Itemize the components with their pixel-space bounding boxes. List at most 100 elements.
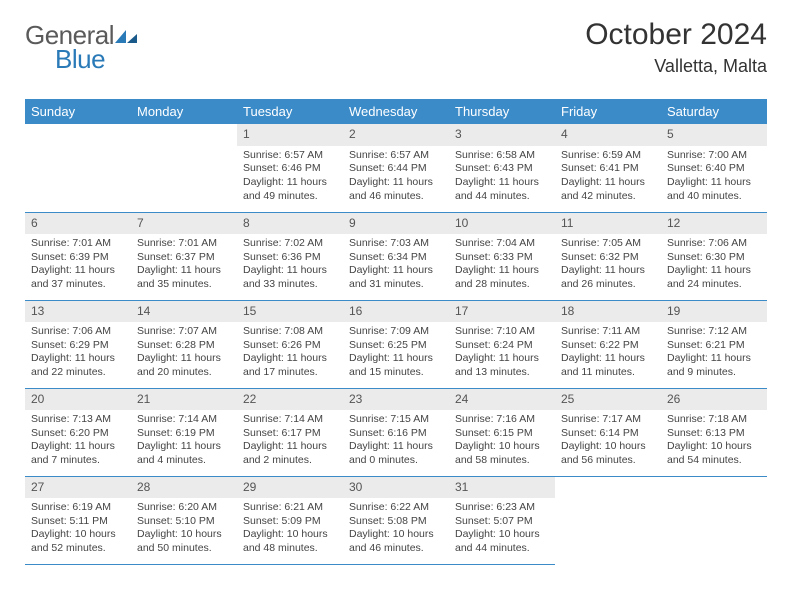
sunrise-line: Sunrise: 7:18 AM: [667, 413, 761, 427]
calendar-cell-empty: [131, 124, 237, 212]
daylight-line-2: and 46 minutes.: [349, 542, 443, 556]
sunset-line: Sunset: 6:32 PM: [561, 251, 655, 265]
sunset-line: Sunset: 6:41 PM: [561, 162, 655, 176]
day-details: Sunrise: 7:18 AMSunset: 6:13 PMDaylight:…: [661, 410, 767, 472]
calendar-cell: 23Sunrise: 7:15 AMSunset: 6:16 PMDayligh…: [343, 388, 449, 476]
sunrise-line: Sunrise: 7:16 AM: [455, 413, 549, 427]
daylight-line-2: and 13 minutes.: [455, 366, 549, 380]
daylight-line-2: and 11 minutes.: [561, 366, 655, 380]
day-number: 24: [449, 389, 555, 411]
daylight-line-2: and 37 minutes.: [31, 278, 125, 292]
daylight-line-2: and 46 minutes.: [349, 190, 443, 204]
sunrise-line: Sunrise: 7:17 AM: [561, 413, 655, 427]
day-number: 12: [661, 213, 767, 235]
day-details: Sunrise: 7:16 AMSunset: 6:15 PMDaylight:…: [449, 410, 555, 472]
day-details: Sunrise: 6:57 AMSunset: 6:44 PMDaylight:…: [343, 146, 449, 208]
daylight-line-1: Daylight: 11 hours: [243, 352, 337, 366]
sunrise-line: Sunrise: 6:23 AM: [455, 501, 549, 515]
daylight-line-1: Daylight: 10 hours: [243, 528, 337, 542]
sunrise-line: Sunrise: 7:08 AM: [243, 325, 337, 339]
day-number: 29: [237, 477, 343, 499]
calendar-cell-empty: [25, 124, 131, 212]
day-number: 18: [555, 301, 661, 323]
sunrise-line: Sunrise: 6:19 AM: [31, 501, 125, 515]
day-details: Sunrise: 7:00 AMSunset: 6:40 PMDaylight:…: [661, 146, 767, 208]
day-details: Sunrise: 7:15 AMSunset: 6:16 PMDaylight:…: [343, 410, 449, 472]
location-label: Valletta, Malta: [585, 56, 767, 77]
day-number: 16: [343, 301, 449, 323]
day-number: 21: [131, 389, 237, 411]
sunrise-line: Sunrise: 6:21 AM: [243, 501, 337, 515]
day-number: 23: [343, 389, 449, 411]
daylight-line-2: and 35 minutes.: [137, 278, 231, 292]
daylight-line-1: Daylight: 11 hours: [561, 176, 655, 190]
calendar-cell: 16Sunrise: 7:09 AMSunset: 6:25 PMDayligh…: [343, 300, 449, 388]
day-details: Sunrise: 7:09 AMSunset: 6:25 PMDaylight:…: [343, 322, 449, 384]
daylight-line-2: and 58 minutes.: [455, 454, 549, 468]
calendar-cell: 31Sunrise: 6:23 AMSunset: 5:07 PMDayligh…: [449, 476, 555, 564]
day-details: Sunrise: 6:58 AMSunset: 6:43 PMDaylight:…: [449, 146, 555, 208]
daylight-line-1: Daylight: 11 hours: [349, 440, 443, 454]
day-number: 22: [237, 389, 343, 411]
sunset-line: Sunset: 6:37 PM: [137, 251, 231, 265]
sunset-line: Sunset: 6:20 PM: [31, 427, 125, 441]
sunrise-line: Sunrise: 7:06 AM: [31, 325, 125, 339]
calendar-row: 27 Sunrise: 6:19 AMSunset: 5:11 PM Dayligh…: [25, 476, 767, 564]
day-details: Sunrise: 7:06 AMSunset: 6:29 PMDaylight:…: [25, 322, 131, 384]
calendar-cell: 29 Sunrise: 6:21 AMSunset: 5:09 PMDayligh…: [237, 476, 343, 564]
daylight-line-2: and 42 minutes.: [561, 190, 655, 204]
sunrise-line: Sunrise: 7:03 AM: [349, 237, 443, 251]
sunrise-line: Sunrise: 6:57 AM: [243, 149, 337, 163]
sunrise-line: Sunrise: 7:13 AM: [31, 413, 125, 427]
daylight-line-1: Daylight: 11 hours: [667, 352, 761, 366]
daylight-line-2: and 26 minutes.: [561, 278, 655, 292]
day-number: 1: [237, 124, 343, 146]
day-details: Sunrise: 6:20 AMSunset: 5:10 PMDaylight:…: [131, 498, 237, 560]
calendar-body: 1Sunrise: 6:57 AMSunset: 6:46 PMDaylight…: [25, 124, 767, 564]
day-details: Sunrise: 6:22 AMSunset: 5:08 PMDaylight:…: [343, 498, 449, 560]
day-details: Sunrise: 7:04 AMSunset: 6:33 PMDaylight:…: [449, 234, 555, 296]
day-number: 7: [131, 213, 237, 235]
weekday-header: Thursday: [449, 99, 555, 124]
sunset-line: Sunset: 5:11 PM: [31, 515, 125, 529]
day-number: 13: [25, 301, 131, 323]
daylight-line-1: Daylight: 11 hours: [31, 264, 125, 278]
day-number: 27: [25, 477, 131, 499]
daylight-line-1: Daylight: 10 hours: [349, 528, 443, 542]
month-title: October 2024: [585, 20, 767, 50]
calendar-cell: 30Sunrise: 6:22 AMSunset: 5:08 PMDayligh…: [343, 476, 449, 564]
day-number: 5: [661, 124, 767, 146]
sunset-line: Sunset: 5:09 PM: [243, 515, 337, 529]
weekday-header: Friday: [555, 99, 661, 124]
sunrise-line: Sunrise: 7:06 AM: [667, 237, 761, 251]
daylight-line-1: Daylight: 11 hours: [243, 440, 337, 454]
day-details: Sunrise: 7:17 AMSunset: 6:14 PMDaylight:…: [555, 410, 661, 472]
calendar-cell: 17Sunrise: 7:10 AMSunset: 6:24 PMDayligh…: [449, 300, 555, 388]
calendar-cell: 13Sunrise: 7:06 AMSunset: 6:29 PMDayligh…: [25, 300, 131, 388]
daylight-line-2: and 56 minutes.: [561, 454, 655, 468]
daylight-line-2: and 54 minutes.: [667, 454, 761, 468]
daylight-line-1: Daylight: 11 hours: [243, 176, 337, 190]
calendar-cell-empty: [555, 476, 661, 564]
calendar-cell: 14Sunrise: 7:07 AMSunset: 6:28 PMDayligh…: [131, 300, 237, 388]
calendar-cell: 27Sunrise: 6:19 AMSunset: 5:11 PMDayligh…: [25, 476, 131, 564]
day-details: Sunrise: 7:05 AMSunset: 6:32 PMDaylight:…: [555, 234, 661, 296]
weekday-header: Tuesday: [237, 99, 343, 124]
day-details: Sunrise: 7:14 AMSunset: 6:19 PMDaylight:…: [131, 410, 237, 472]
sunrise-line: Sunrise: 7:14 AM: [137, 413, 231, 427]
day-details: Sunrise: 7:12 AMSunset: 6:21 PMDaylight:…: [661, 322, 767, 384]
weekday-header: Sunday: [25, 99, 131, 124]
day-number: 19: [661, 301, 767, 323]
daylight-line-2: and 24 minutes.: [667, 278, 761, 292]
calendar-cell: 5Sunrise: 7:00 AMSunset: 6:40 PMDaylight…: [661, 124, 767, 212]
weekday-header-row: SundayMondayTuesdayWednesdayThursdayFrid…: [25, 99, 767, 124]
sunrise-line: Sunrise: 7:02 AM: [243, 237, 337, 251]
daylight-line-2: and 22 minutes.: [31, 366, 125, 380]
sunset-line: Sunset: 6:21 PM: [667, 339, 761, 353]
daylight-line-1: Daylight: 11 hours: [137, 264, 231, 278]
day-details: Sunrise: 7:02 AMSunset: 6:36 PMDaylight:…: [237, 234, 343, 296]
calendar-cell: 28Sunrise: 6:20 AMSunset: 5:10 PMDayligh…: [131, 476, 237, 564]
day-details: Sunrise: 6:57 AMSunset: 6:46 PMDaylight:…: [237, 146, 343, 208]
day-details: Sunrise: 7:13 AMSunset: 6:20 PMDaylight:…: [25, 410, 131, 472]
logo-word-blue: Blue: [55, 44, 105, 74]
